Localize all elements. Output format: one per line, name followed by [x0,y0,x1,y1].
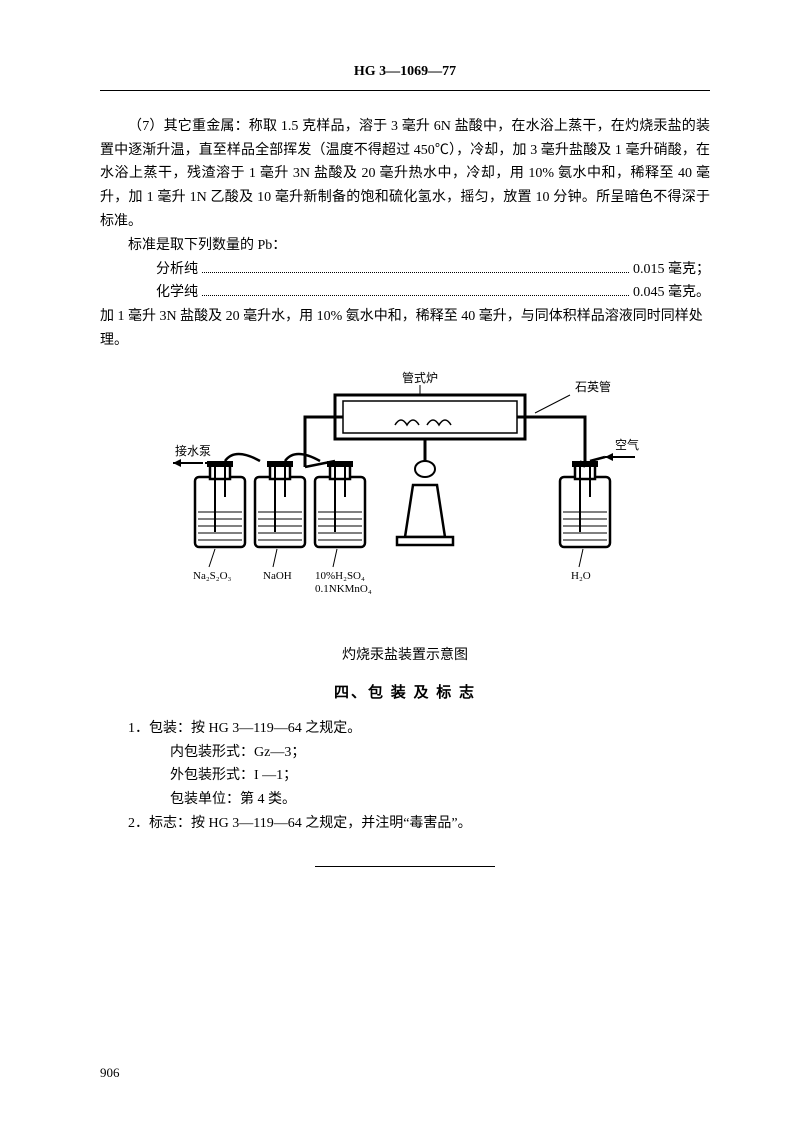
label-pump: 接水泵 [175,443,211,458]
paragraph-post-std: 加 1 毫升 3N 盐酸及 20 毫升水，用 10% 氨水中和，稀释至 40 毫… [100,305,710,353]
page-number: 906 [100,1065,120,1081]
std-row-1: 化学纯 0.045 毫克。 [156,281,710,305]
label-furnace: 管式炉 [402,370,438,385]
end-rule [315,866,495,867]
std-value: 0.045 毫克。 [633,281,710,305]
std-value: 0.015 毫克； [633,258,710,282]
bottle-1 [195,461,245,547]
leader-dots [202,260,629,272]
label-quartz: 石英管 [575,379,611,394]
label-b1: Na₂S₂O₃ [193,570,232,582]
std-label: 分析纯 [156,258,198,282]
leader-dots [202,284,629,296]
s4-sub-2: 外包装形式：I —1； [170,764,710,788]
std-row-0: 分析纯 0.015 毫克； [156,258,710,282]
std-label: 化学纯 [156,281,198,305]
s4-sub-1: 内包装形式：Gz—3； [170,741,710,765]
bottle-3 [315,461,365,547]
diagram-caption: 灼烧汞盐装置示意图 [100,644,710,668]
s4-item-2: 2．标志：按 HG 3—119—64 之规定，并注明“毒害品”。 [100,812,710,836]
label-b3b: 0.1NKMnO₄ [315,583,372,595]
s4-sub-3: 包装单位：第 4 类。 [170,788,710,812]
paragraph-7: （7）其它重金属：称取 1.5 克样品，溶于 3 毫升 6N 盐酸中，在水浴上蒸… [100,115,710,234]
section-4-title: 四、包 装 及 标 志 [100,681,710,707]
doc-header: HG 3—1069—77 [100,60,710,91]
label-b2: NaOH [263,570,292,582]
apparatus-diagram: 管式炉 石英管 空气 接水泵 [100,367,710,668]
standard-intro: 标准是取下列数量的 Pb： [100,234,710,258]
label-b4: H₂O [571,570,591,582]
bottle-4 [560,461,610,547]
bottle-2 [255,461,305,547]
label-air: 空气 [615,437,639,452]
s4-item-1: 1．包装：按 HG 3—119—64 之规定。 [100,717,710,741]
label-b3a: 10%H₂SO₄ [315,570,365,582]
